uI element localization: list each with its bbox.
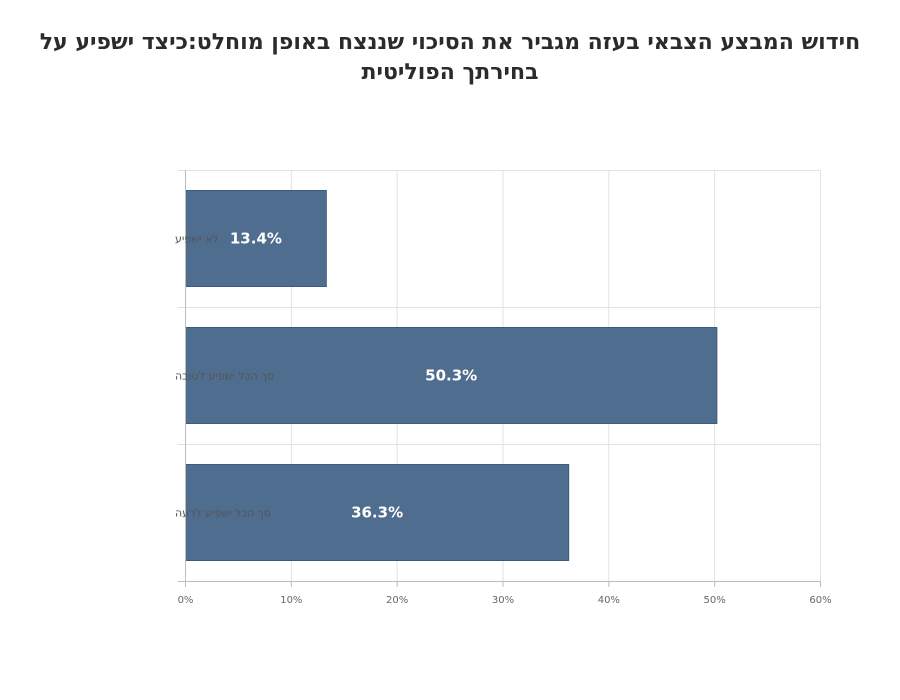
bar-1 <box>185 327 718 424</box>
labels: 13.4% לא ישפיע 50.3% סך הכל ישפיע לטובה 36.3… <box>175 230 832 607</box>
chart-title-line-2: בחירתך הפוליטית <box>361 60 539 85</box>
category-label-1: סך הכל ישפיע לטובה <box>175 370 274 383</box>
category-label-2: סך הכל ישפיע לרעה <box>175 507 271 520</box>
x-tick-label-1: 10% <box>280 595 302 606</box>
x-tick-label-4: 40% <box>598 595 620 606</box>
x-tick-label-5: 50% <box>704 595 726 606</box>
axes <box>178 170 821 587</box>
chart-title-line-1: חידוש המבצע הצבאי בעזה מגביר את הסיכוי ש… <box>39 30 861 55</box>
x-tick-label-3: 30% <box>492 595 514 606</box>
data-label-0: 13.4% <box>230 230 282 248</box>
x-tick-label-2: 20% <box>386 595 408 606</box>
x-tick-label-0: 0% <box>178 595 194 606</box>
x-tick-label-6: 60% <box>809 595 831 606</box>
bar-2 <box>185 464 570 561</box>
bar-0 <box>185 190 327 287</box>
data-label-2: 36.3% <box>351 504 403 522</box>
data-label-1: 50.3% <box>425 367 477 385</box>
chart-title: חידוש המבצע הצבאי בעזה מגביר את הסיכוי ש… <box>0 28 900 88</box>
bars <box>185 190 718 561</box>
category-label-0: לא ישפיע <box>175 233 219 246</box>
